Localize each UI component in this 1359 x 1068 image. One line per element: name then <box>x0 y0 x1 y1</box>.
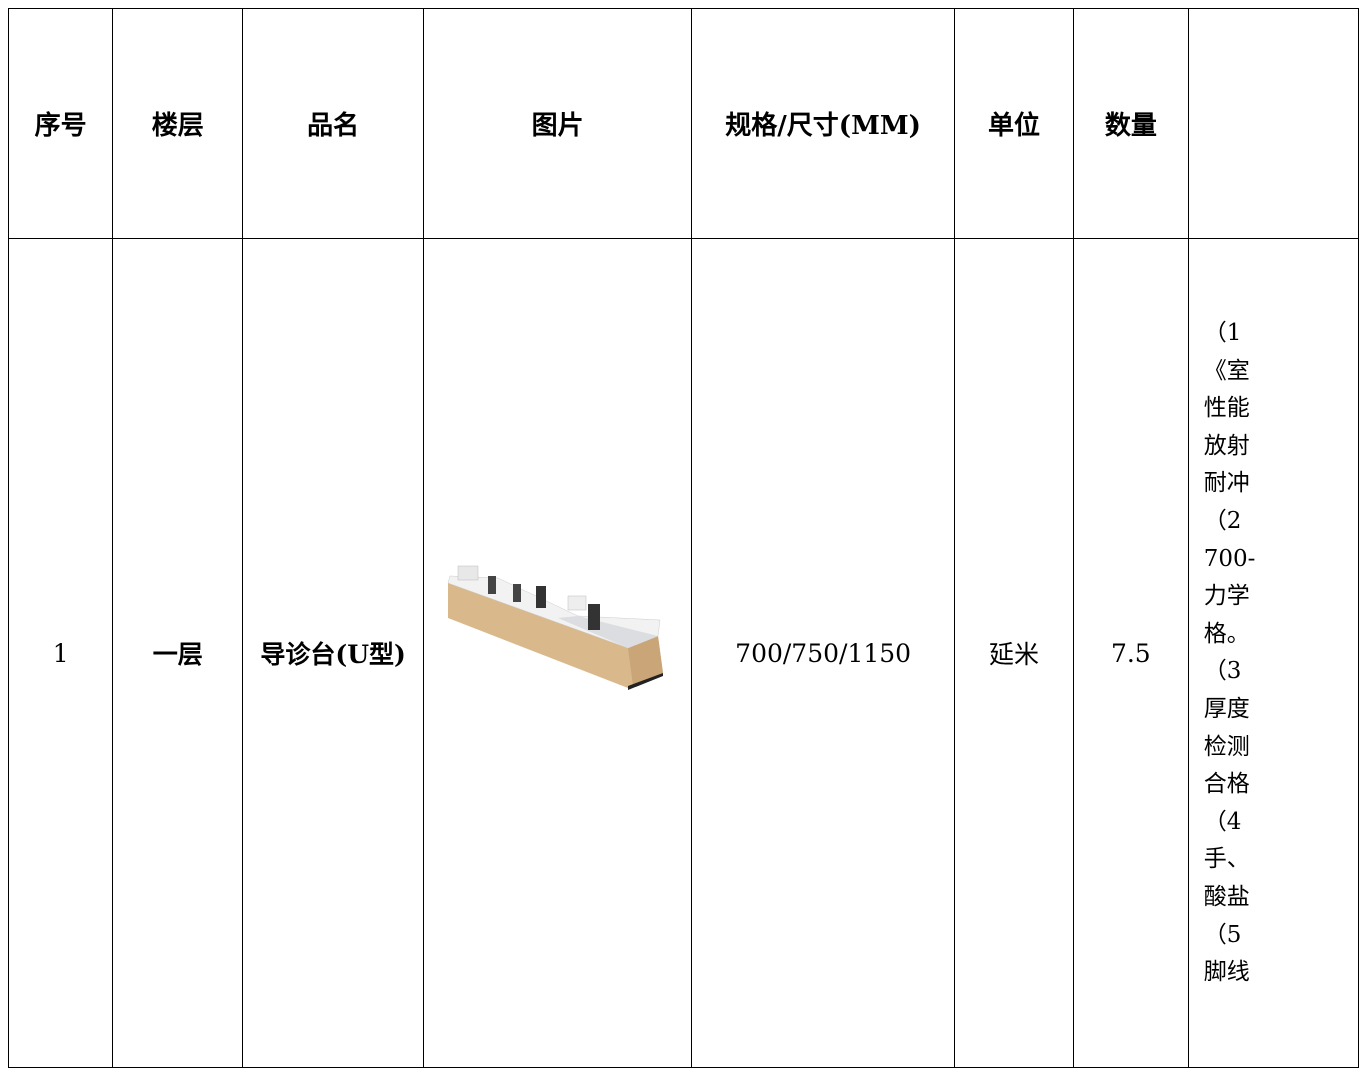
product-image <box>447 565 663 690</box>
header-cell: 数量 <box>1072 8 1189 239</box>
description-line: 酸盐 <box>1203 883 1250 910</box>
description-line: （4 <box>1203 808 1242 835</box>
description-line: （2 <box>1203 507 1242 534</box>
description-line: （3 <box>1203 658 1242 685</box>
quantity-cell: 7.5 <box>1072 238 1189 1068</box>
description: （1 《室性能放射耐冲 （2 700- 力学格。 （3 厚度检测合格 （4 手、酸盐 （5 脚线 <box>1204 315 1256 992</box>
description-line: 手、 <box>1203 846 1250 873</box>
header-cell: 序号 <box>7 8 114 239</box>
description-line: 力学 <box>1203 583 1250 610</box>
floor-cell: 一层 <box>112 238 244 1068</box>
data-row: 1 一层 导诊台(U型) 700/750/1150 延米 7.5 （1 《室性能放… <box>7 238 1359 1068</box>
description-line: 放射 <box>1203 432 1250 459</box>
image-cell <box>422 238 693 1068</box>
description-line: （5 <box>1203 921 1242 948</box>
header-cell: 单位 <box>954 8 1074 239</box>
description-line: 700- <box>1203 545 1256 572</box>
header-cell <box>1187 8 1359 239</box>
description-line: 厚度 <box>1203 695 1250 722</box>
description-line: 检测 <box>1203 733 1250 760</box>
description-line: 耐冲 <box>1203 470 1250 497</box>
description-cell: （1 《室性能放射耐冲 （2 700- 力学格。 （3 厚度检测合格 （4 手、酸盐 （5 脚线 <box>1187 238 1359 1068</box>
spec-table: 序号 楼层 品名 图片 规格/尺寸(MM) 单位 数量 1 一层 导诊台(U型) <box>7 8 1359 1068</box>
unit-cell: 延米 <box>954 238 1074 1068</box>
description-line: （1 <box>1203 320 1242 346</box>
header-cell: 图片 <box>422 8 693 239</box>
description-line: 《室 <box>1203 357 1250 384</box>
header-row: 序号 楼层 品名 图片 规格/尺寸(MM) 单位 数量 <box>7 8 1359 239</box>
description-line: 合格 <box>1203 771 1250 798</box>
header-cell: 品名 <box>242 8 424 239</box>
spec-cell: 700/750/1150 <box>691 238 956 1068</box>
index-cell: 1 <box>7 238 114 1068</box>
header-cell: 规格/尺寸(MM) <box>691 8 956 239</box>
name-cell: 导诊台(U型) <box>242 238 424 1068</box>
header-cell: 楼层 <box>112 8 244 239</box>
description-line: 格。 <box>1203 620 1250 647</box>
description-line: 脚线 <box>1203 959 1250 986</box>
description-line: 性能 <box>1203 395 1250 422</box>
